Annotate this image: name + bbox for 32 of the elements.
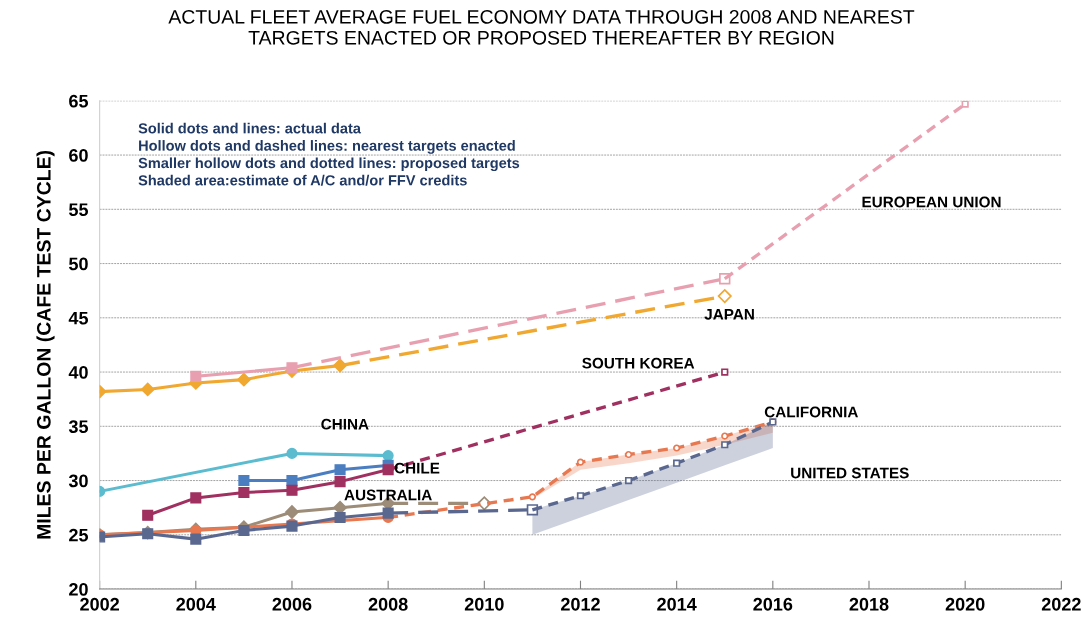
x-tick-label: 2012: [561, 597, 600, 611]
y-tick-label: 50: [69, 257, 88, 271]
series-label: CHINA: [321, 418, 369, 430]
chart-title: ACTUAL FLEET AVERAGE FUEL ECONOMY DATA THROUGH 2008 AND NEAREST TARGETS ENACTED OR PROPOSED THEREAFTER BY REGION: [168, 9, 915, 45]
x-tick-label: 2016: [753, 597, 793, 611]
x-tick-label: 2008: [368, 597, 408, 611]
series-label: AUSTRALIA: [344, 489, 432, 501]
y-tick-label: 60: [69, 148, 88, 162]
x-tick-label: 2022: [1041, 597, 1081, 611]
series-label: CHILE: [394, 462, 440, 474]
x-tick-label: 2004: [176, 597, 216, 611]
y-axis-title: MILES PER GALLON (CAFE TEST CYCLE): [36, 150, 55, 539]
annotation: Solid dots and lines: actual data Hollow dots and dashed lines: nearest targets enacted Smaller hollow dots and dotted lines: proposed targets Shaded area:estimate of A/C and/or FFV credits: [138, 122, 520, 186]
text: UNITED STATES: [791, 467, 909, 479]
x-tick-label: 2006: [272, 597, 312, 611]
x-tick-label: 2010: [464, 597, 504, 611]
x-tick-label: 2020: [945, 597, 985, 611]
x-tick-label: 2002: [80, 597, 119, 611]
series-label: SOUTH KOREA: [582, 357, 695, 369]
series-label: JAPAN: [704, 309, 754, 320]
x-tick-label: 2014: [657, 597, 697, 611]
y-tick-label: 55: [69, 203, 89, 217]
y-tick-label: 25: [69, 528, 89, 542]
y-tick-label: 45: [68, 311, 89, 325]
y-tick-label: 30: [68, 474, 88, 488]
y-tick-label: 65: [69, 94, 89, 108]
y-tick-label: 40: [68, 365, 88, 379]
x-tick-label: 2018: [849, 597, 889, 611]
series-label: EUROPEAN UNION: [862, 196, 1001, 208]
y-tick-label: 20: [69, 582, 88, 596]
series-label: CALIFORNIA: [764, 406, 858, 418]
y-tick-label: 35: [68, 420, 89, 434]
